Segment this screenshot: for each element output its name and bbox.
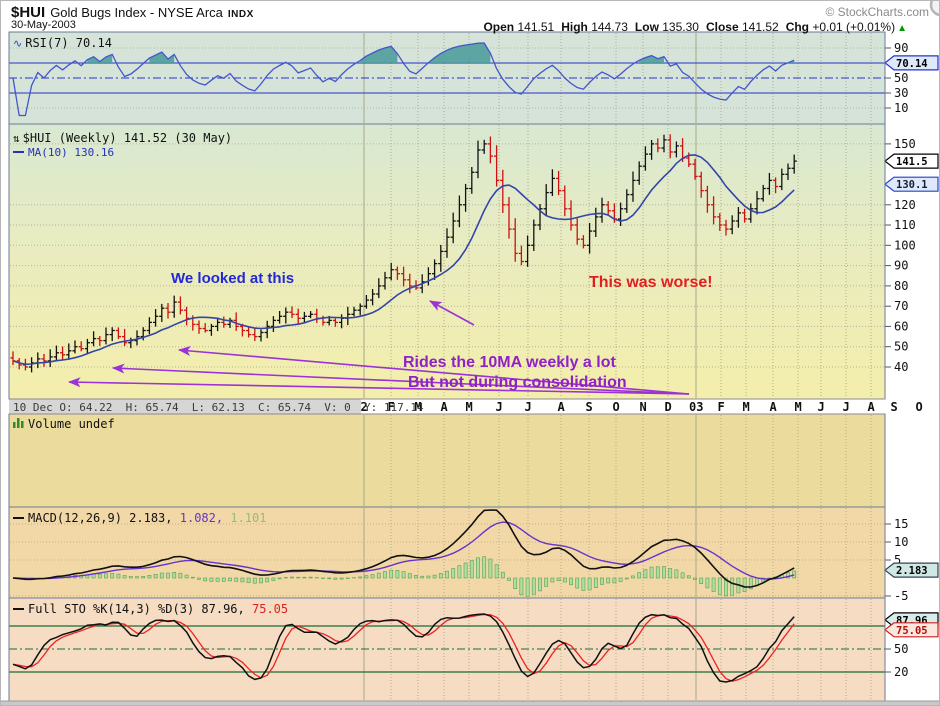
- svg-text:10: 10: [894, 101, 908, 115]
- macd-hist-value: 1.101: [230, 511, 267, 525]
- chg-value: +0.01 (+0.01%): [812, 20, 896, 34]
- svg-text:J: J: [818, 400, 825, 414]
- svg-text:120: 120: [894, 198, 916, 212]
- svg-text:-5: -5: [894, 589, 908, 603]
- svg-text:150: 150: [894, 137, 916, 151]
- rsi-legend: ∿ RSI(7) 70.14: [13, 36, 112, 50]
- rsi-indicator-icon: ∿: [13, 37, 23, 50]
- svg-text:O: O: [613, 400, 620, 414]
- svg-text:N: N: [640, 400, 647, 414]
- ticker-symbol: $HUI: [11, 4, 46, 21]
- svg-text:70: 70: [894, 299, 908, 313]
- svg-text:50: 50: [894, 340, 908, 354]
- svg-text:S: S: [891, 400, 898, 414]
- open-label: Open: [483, 20, 515, 34]
- price-legend: ⇅ $HUI (Weekly) 141.52 (30 May): [13, 131, 232, 145]
- macd-signal-value: 1.082,: [179, 511, 224, 525]
- annotation-rides-10ma: Rides the 10MA weekly a lot: [403, 354, 616, 371]
- svg-text:20: 20: [894, 665, 908, 679]
- svg-text:A: A: [868, 400, 876, 414]
- svg-text:70.14: 70.14: [896, 58, 928, 70]
- svg-text:60: 60: [894, 319, 908, 333]
- svg-text:S: S: [586, 400, 593, 414]
- index-name: Gold Bugs Index - NYSE Arca: [50, 5, 223, 20]
- chg-label: Chg: [785, 20, 810, 34]
- svg-text:10: 10: [894, 535, 908, 549]
- svg-text:O: O: [916, 400, 923, 414]
- bar-readout: 10 Dec O: 64.22 H: 65.74 L: 62.13 C: 65.…: [13, 401, 424, 414]
- svg-text:50: 50: [894, 642, 908, 656]
- svg-text:M: M: [743, 400, 750, 414]
- price-arrows-icon: ⇅: [13, 132, 20, 145]
- low-value: 135.30: [662, 20, 699, 34]
- svg-text:90: 90: [894, 41, 908, 55]
- svg-text:03: 03: [689, 400, 703, 414]
- svg-text:M: M: [795, 400, 802, 414]
- quote-bar: Open 141.51 High 144.73 Low 135.30 Close 14…: [476, 20, 907, 34]
- close-label: Close: [705, 20, 739, 34]
- high-label: High: [561, 20, 588, 34]
- svg-text:D: D: [665, 400, 672, 414]
- svg-text:F: F: [718, 400, 725, 414]
- svg-text:100: 100: [894, 238, 916, 252]
- svg-text:A: A: [770, 400, 778, 414]
- svg-text:80: 80: [894, 279, 908, 293]
- low-label: Low: [634, 20, 659, 34]
- sto-legend: Full STO %K(14,3) %D(3) 87.96, 75.05: [13, 602, 288, 616]
- svg-text:A: A: [558, 400, 566, 414]
- open-value: 141.51: [517, 20, 555, 34]
- svg-text:110: 110: [894, 218, 916, 232]
- annotation-we-looked-at-this: We looked at this: [171, 270, 295, 287]
- svg-text:90: 90: [894, 259, 908, 273]
- ma-legend: MA(10) 130.16: [13, 146, 114, 159]
- annotation-this-was-worse: This was worse!: [589, 274, 713, 291]
- svg-text:A: A: [441, 400, 449, 414]
- svg-text:J: J: [843, 400, 850, 414]
- volume-bars-icon: [13, 418, 24, 428]
- macd-value: 2.183,: [129, 511, 173, 525]
- close-value: 141.52: [741, 20, 779, 34]
- ma-label: MA(10) 130.16: [28, 146, 115, 159]
- exchange-label: INDX: [227, 9, 254, 20]
- annotation-not-consolidation: But not during consolidation: [408, 374, 627, 391]
- sto-label: Full STO %K(14,3) %D(3): [28, 602, 195, 616]
- volume-label: Volume undef: [28, 417, 115, 431]
- macd-line-swatch: [13, 517, 24, 519]
- svg-text:2.183: 2.183: [896, 565, 928, 577]
- svg-text:50: 50: [894, 71, 908, 85]
- svg-text:2: 2: [361, 400, 368, 414]
- macd-legend: MACD(12,26,9) 2.183, 1.082, 1.101: [13, 511, 266, 525]
- svg-text:F: F: [388, 400, 395, 414]
- svg-text:J: J: [525, 400, 532, 414]
- high-value: 144.73: [591, 20, 628, 34]
- macd-label: MACD(12,26,9): [28, 511, 122, 525]
- svg-text:130.1: 130.1: [896, 179, 928, 191]
- sto-k-value: 87.96,: [201, 602, 245, 616]
- svg-text:5: 5: [894, 553, 901, 567]
- svg-text:141.5: 141.5: [896, 156, 928, 168]
- volume-legend: Volume undef: [13, 417, 115, 431]
- sto-line-swatch: [13, 608, 24, 610]
- ma-line-swatch: [13, 151, 24, 153]
- chart-date: 30-May-2003: [11, 19, 76, 31]
- chart-title: $HUI Gold Bugs Index - NYSE Arca INDX: [11, 4, 254, 21]
- svg-text:M: M: [415, 400, 422, 414]
- svg-text:J: J: [496, 400, 503, 414]
- svg-text:40: 40: [894, 360, 908, 374]
- copyright-label: © StockCharts.com: [825, 5, 929, 19]
- sto-d-value: 75.05: [252, 602, 289, 616]
- svg-text:30: 30: [894, 86, 908, 100]
- svg-text:15: 15: [894, 517, 908, 531]
- up-arrow-icon: ▲: [897, 23, 907, 34]
- svg-text:75.05: 75.05: [896, 625, 928, 637]
- price-label: $HUI (Weekly) 141.52 (30 May): [22, 131, 233, 145]
- rsi-label: RSI(7) 70.14: [25, 36, 112, 50]
- svg-text:M: M: [466, 400, 473, 414]
